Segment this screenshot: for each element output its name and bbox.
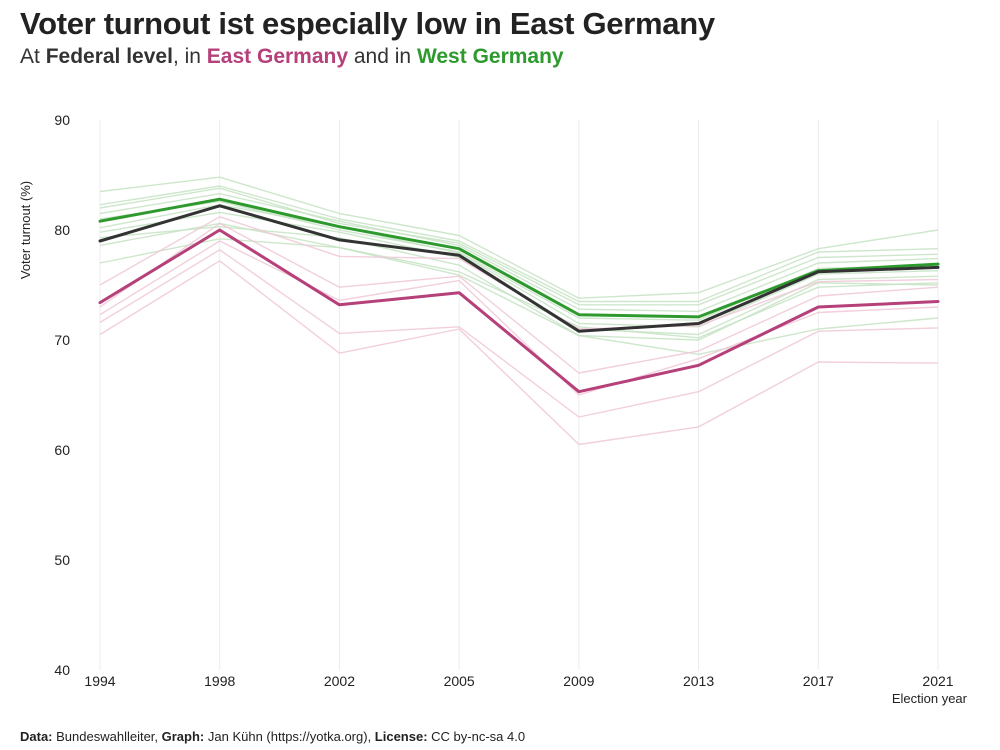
subtitle-connector-1: , in xyxy=(172,45,207,68)
y-tick-label: 70 xyxy=(54,332,70,348)
x-tick-label: 2005 xyxy=(444,673,475,689)
caption-data-label: Data: xyxy=(20,729,53,744)
background-series-line-west xyxy=(99,225,939,341)
chart-subtitle: At Federal level, in East Germany and in… xyxy=(20,45,564,69)
background-series-line-east xyxy=(99,260,939,446)
legend-federal: Federal level xyxy=(45,45,173,68)
axis-labels-layer: 1994 1998 2002 2005 2009 2013 2017 2021 40 50 60 70… xyxy=(18,112,968,706)
background-series-line-west xyxy=(99,192,939,313)
caption-license-label: License: xyxy=(374,729,428,744)
caption-data-value: Bundeswahlleiter, xyxy=(52,729,162,744)
background-series-line-west xyxy=(99,222,939,355)
background-series-line-west xyxy=(99,185,939,303)
x-tick-label: 2009 xyxy=(563,673,594,689)
y-tick-label: 50 xyxy=(54,552,70,568)
subtitle-prefix: At xyxy=(20,45,46,68)
caption-graph-value: Jan Kühn (https://yotka.org), xyxy=(204,729,375,744)
background-lines-layer xyxy=(99,176,939,446)
series-line-east xyxy=(98,228,940,394)
background-series-line-west xyxy=(99,187,939,306)
series-line-federal xyxy=(98,204,940,333)
line-chart: 1994 1998 2002 2005 2009 2013 2017 2021 40 50 60 70… xyxy=(18,112,968,706)
chart-title: Voter turnout ist especially low in East… xyxy=(20,6,715,41)
x-tick-label: 2021 xyxy=(922,673,953,689)
subtitle-connector-2: and in xyxy=(348,45,417,68)
x-tick-label: 2002 xyxy=(324,673,355,689)
x-tick-label: 2017 xyxy=(803,673,834,689)
caption-license-value: CC by-nc-sa 4.0 xyxy=(427,729,526,744)
series-line-west xyxy=(98,197,940,319)
x-tick-label: 1994 xyxy=(84,673,115,689)
background-series-line-east xyxy=(99,240,939,396)
caption-graph-label: Graph: xyxy=(161,729,205,744)
y-tick-label: 40 xyxy=(54,662,70,678)
background-series-line-west xyxy=(99,203,939,328)
source-caption: Data: Bundeswahlleiter, Graph: Jan Kühn … xyxy=(20,729,525,744)
y-tick-label: 80 xyxy=(54,222,70,238)
y-axis-label: Voter turnout (%) xyxy=(18,181,33,279)
background-series-line-west xyxy=(99,238,939,339)
x-tick-label: 2013 xyxy=(683,673,714,689)
y-tick-label: 60 xyxy=(54,442,70,458)
legend-east: East Germany xyxy=(206,45,349,68)
background-series-line-west xyxy=(99,176,939,299)
background-series-line-east xyxy=(99,222,939,374)
legend-west: West Germany xyxy=(416,45,564,68)
background-series-line-east xyxy=(99,249,939,418)
x-axis-label: Election year xyxy=(892,691,968,706)
x-tick-label: 1998 xyxy=(204,673,235,689)
main-lines-layer xyxy=(98,197,940,394)
y-tick-label: 90 xyxy=(54,112,70,128)
